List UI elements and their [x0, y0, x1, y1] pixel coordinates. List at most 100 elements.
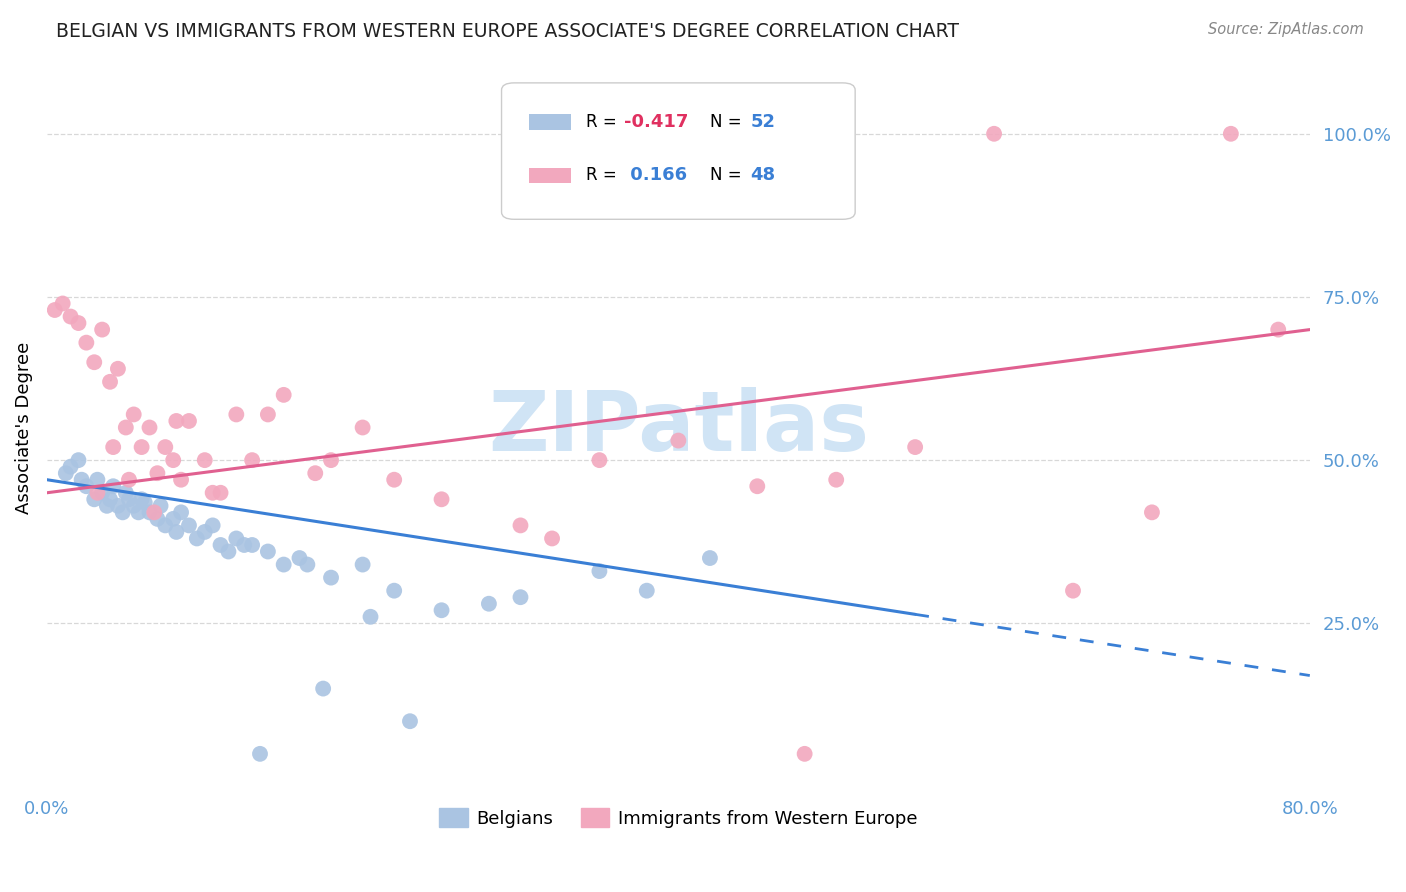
Point: [55, 466, 77, 480]
Point: [430, 492, 453, 507]
Point: [399, 714, 422, 729]
Point: [699, 551, 721, 566]
Point: [201, 485, 224, 500]
Point: [588, 453, 610, 467]
Point: [134, 495, 156, 509]
Point: [217, 544, 239, 558]
Point: [352, 420, 374, 434]
Point: [382, 583, 405, 598]
Point: [98, 375, 121, 389]
Point: [1140, 505, 1163, 519]
Text: ZIPatlas: ZIPatlas: [488, 387, 869, 468]
Point: [588, 564, 610, 578]
Point: [170, 473, 193, 487]
Point: [146, 512, 169, 526]
Point: [1267, 323, 1289, 337]
Text: -0.417: -0.417: [624, 112, 689, 130]
Point: [288, 551, 311, 566]
Point: [297, 558, 319, 572]
Point: [249, 747, 271, 761]
Point: [67, 453, 90, 467]
FancyBboxPatch shape: [529, 114, 571, 129]
Point: [240, 538, 263, 552]
Text: 52: 52: [751, 112, 775, 130]
Point: [904, 440, 927, 454]
Point: [96, 499, 118, 513]
Point: [107, 361, 129, 376]
Point: [75, 335, 97, 350]
Point: [225, 408, 247, 422]
Point: [225, 532, 247, 546]
Point: [131, 440, 153, 454]
Point: [75, 479, 97, 493]
Point: [91, 323, 114, 337]
Point: [103, 479, 125, 493]
Point: [122, 408, 145, 422]
Point: [352, 558, 374, 572]
Point: [118, 492, 141, 507]
Point: [360, 609, 382, 624]
Point: [59, 310, 82, 324]
Point: [165, 524, 187, 539]
Point: [319, 453, 342, 467]
Point: [382, 473, 405, 487]
Point: [257, 544, 280, 558]
Text: R =: R =: [586, 167, 621, 185]
Point: [636, 583, 658, 598]
Point: [91, 485, 114, 500]
Point: [111, 505, 134, 519]
Point: [138, 505, 160, 519]
Point: [127, 505, 149, 519]
Point: [186, 532, 208, 546]
Point: [59, 459, 82, 474]
Legend: Belgians, Immigrants from Western Europe: Belgians, Immigrants from Western Europe: [432, 801, 925, 835]
Point: [825, 473, 848, 487]
Point: [177, 518, 200, 533]
Point: [666, 434, 689, 448]
Point: [509, 518, 531, 533]
FancyBboxPatch shape: [502, 83, 855, 219]
Point: [122, 499, 145, 513]
Point: [155, 440, 177, 454]
Point: [146, 466, 169, 480]
Point: [273, 558, 295, 572]
Point: [1062, 583, 1084, 598]
Point: [44, 303, 66, 318]
Point: [86, 485, 108, 500]
Point: [165, 414, 187, 428]
Point: [107, 499, 129, 513]
Point: [67, 316, 90, 330]
Text: 48: 48: [751, 167, 776, 185]
Point: [194, 524, 217, 539]
Point: [149, 499, 172, 513]
Point: [747, 479, 769, 493]
Text: N =: N =: [710, 167, 747, 185]
Point: [143, 505, 166, 519]
Point: [170, 505, 193, 519]
Point: [83, 355, 105, 369]
Point: [319, 571, 342, 585]
Point: [118, 473, 141, 487]
Point: [478, 597, 501, 611]
Point: [983, 127, 1005, 141]
Point: [793, 747, 815, 761]
Point: [131, 492, 153, 507]
Point: [83, 492, 105, 507]
Point: [98, 492, 121, 507]
Point: [509, 591, 531, 605]
Point: [257, 408, 280, 422]
Text: 0.166: 0.166: [624, 167, 688, 185]
Point: [273, 388, 295, 402]
Point: [304, 466, 326, 480]
Point: [430, 603, 453, 617]
Point: [209, 485, 232, 500]
Point: [155, 518, 177, 533]
Point: [194, 453, 217, 467]
Point: [70, 473, 93, 487]
Point: [177, 414, 200, 428]
Text: N =: N =: [710, 112, 747, 130]
Point: [201, 518, 224, 533]
Point: [114, 485, 136, 500]
Y-axis label: Associate's Degree: Associate's Degree: [15, 342, 32, 514]
Point: [52, 296, 75, 310]
